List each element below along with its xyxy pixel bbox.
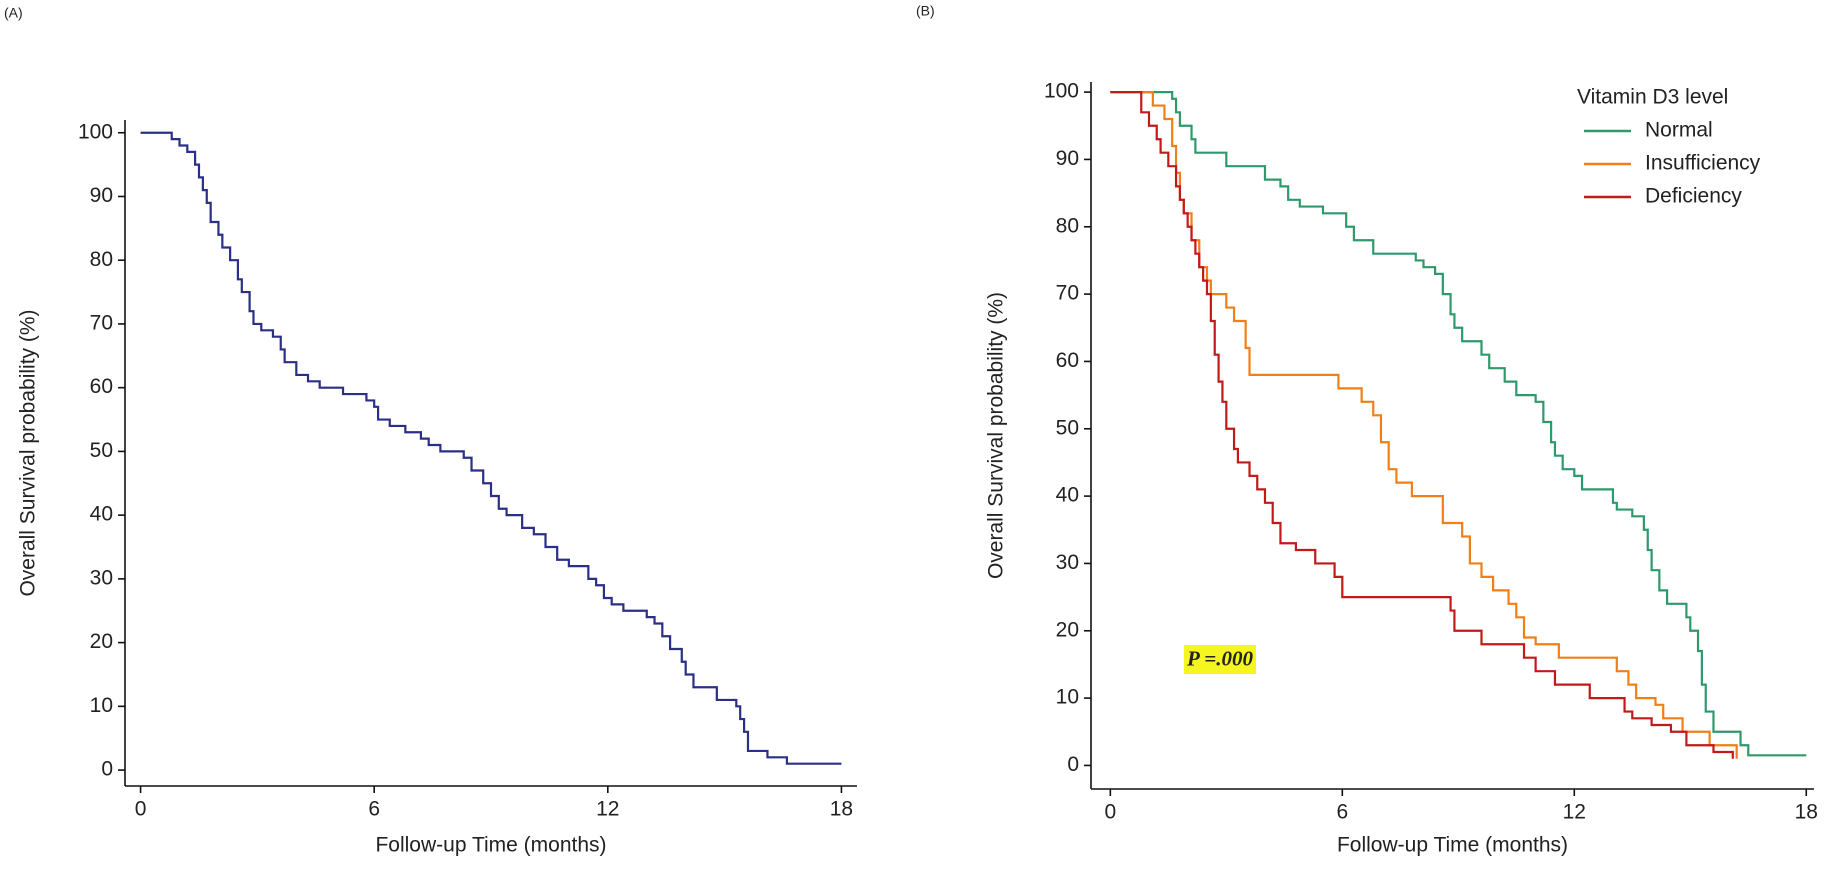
legend-entry: Insufficiency [1645,152,1761,175]
y-tick-label: 0 [1067,753,1079,776]
x-tick-label: 6 [368,798,380,821]
annotation-box [1184,645,1256,674]
y-tick-label: 30 [90,566,113,589]
p-value: P =.000 [1186,646,1254,670]
y-tick-label: 80 [90,248,113,271]
y-tick-label: 10 [90,694,113,717]
y-tick-label: 30 [1056,551,1079,574]
y-axis-title: Overall Survival probability (%) [17,309,40,596]
x-tick-label: 18 [830,798,853,821]
y-tick-label: 100 [78,120,113,143]
y-tick-label: 20 [1056,618,1079,641]
panel-label: (A) [4,5,23,21]
x-tick-label: 0 [1104,801,1116,824]
x-axis-title: Follow-up Time (months) [375,834,606,857]
y-axis-title: Overall Survival probability (%) [985,292,1008,579]
x-tick-label: 12 [1563,801,1586,824]
y-tick-label: 90 [90,184,113,207]
x-tick-label: 12 [596,798,619,821]
panel-label: (B) [916,3,935,19]
legend-title: Vitamin D3 level [1577,86,1728,109]
y-tick-label: 10 [1056,686,1079,709]
y-tick-label: 40 [90,503,113,526]
survival-curve [1110,91,1734,759]
survival-curve [140,131,842,765]
y-tick-label: 70 [1056,282,1079,305]
y-tick-label: 40 [1056,484,1079,507]
x-tick-label: 6 [1336,801,1348,824]
y-tick-label: 80 [1056,214,1079,237]
legend-entry: Deficiency [1645,185,1742,208]
legend-entry: Normal [1645,119,1713,142]
y-tick-label: 60 [90,375,113,398]
y-tick-label: 70 [90,311,113,334]
y-tick-label: 50 [90,439,113,462]
survival-curve [1110,91,1807,757]
y-tick-label: 50 [1056,416,1079,439]
y-tick-label: 90 [1056,147,1079,170]
y-tick-label: 60 [1056,349,1079,372]
y-tick-label: 0 [101,758,113,781]
x-tick-label: 0 [135,798,147,821]
y-tick-label: 100 [1044,80,1079,103]
x-tick-label: 18 [1795,801,1818,824]
x-axis-title: Follow-up Time (months) [1337,834,1568,857]
y-tick-label: 20 [90,630,113,653]
